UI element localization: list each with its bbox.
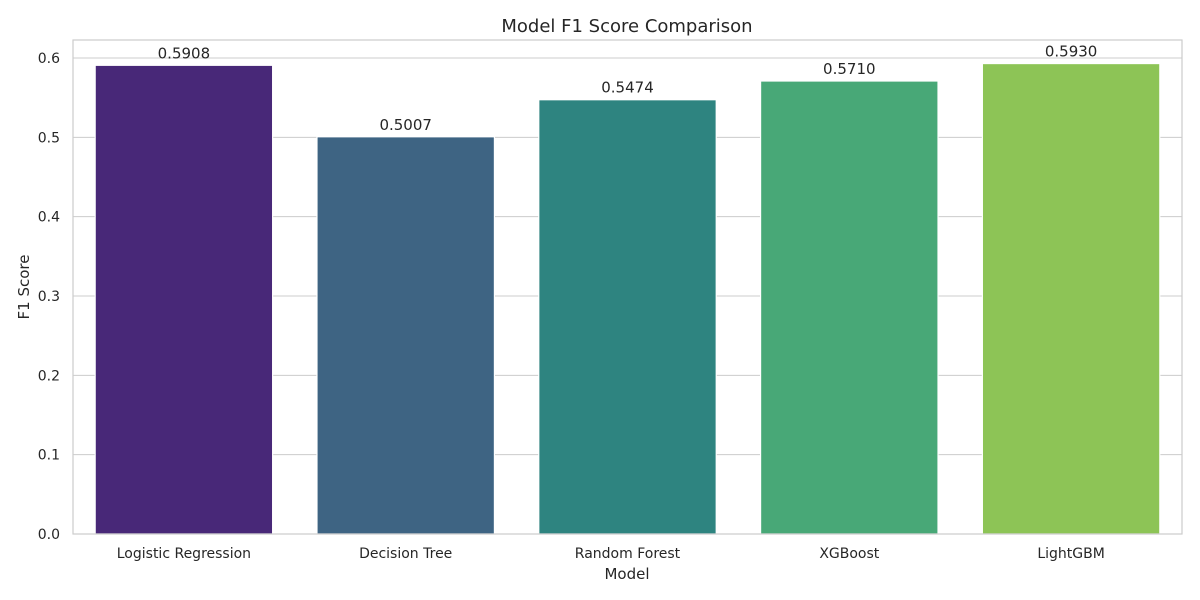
data-label: 0.5007: [379, 116, 432, 134]
y-tick-label: 0.5: [38, 130, 60, 146]
y-axis-label: F1 Score: [15, 255, 33, 320]
x-tick-label: LightGBM: [1037, 546, 1104, 562]
y-tick-label: 0.0: [38, 527, 60, 543]
x-tick-label: XGBoost: [819, 546, 879, 562]
x-tick-label: Decision Tree: [359, 546, 452, 562]
data-label: 0.5908: [158, 44, 211, 62]
data-labels: 0.5908 0.5007 0.5474 0.5710 0.5930: [158, 43, 1098, 134]
data-label: 0.5474: [601, 79, 654, 97]
bar: [316, 136, 496, 535]
y-tick-label: 0.6: [38, 51, 60, 67]
x-tick-label: Logistic Regression: [117, 546, 251, 562]
data-label: 0.5710: [823, 60, 876, 78]
plot-frame: [72, 39, 1183, 535]
y-tick-label: 0.3: [38, 289, 60, 305]
bars: [94, 62, 1161, 535]
bar: [94, 64, 274, 535]
data-label: 0.5930: [1045, 43, 1098, 61]
y-tick-label: 0.4: [38, 210, 60, 226]
bar: [981, 62, 1161, 535]
y-tick-label: 0.1: [38, 448, 60, 464]
x-axis-label: Model: [604, 565, 649, 583]
chart-title: Model F1 Score Comparison: [501, 16, 752, 37]
bar: [538, 99, 717, 535]
x-tick-label: Random Forest: [575, 546, 681, 562]
y-tick-labels: 0.0 0.1 0.2 0.3 0.4 0.5 0.6: [38, 51, 60, 543]
x-tick-labels: Logistic Regression Decision Tree Random F…: [117, 546, 1105, 562]
y-tick-label: 0.2: [38, 368, 60, 384]
bar: [759, 80, 939, 535]
